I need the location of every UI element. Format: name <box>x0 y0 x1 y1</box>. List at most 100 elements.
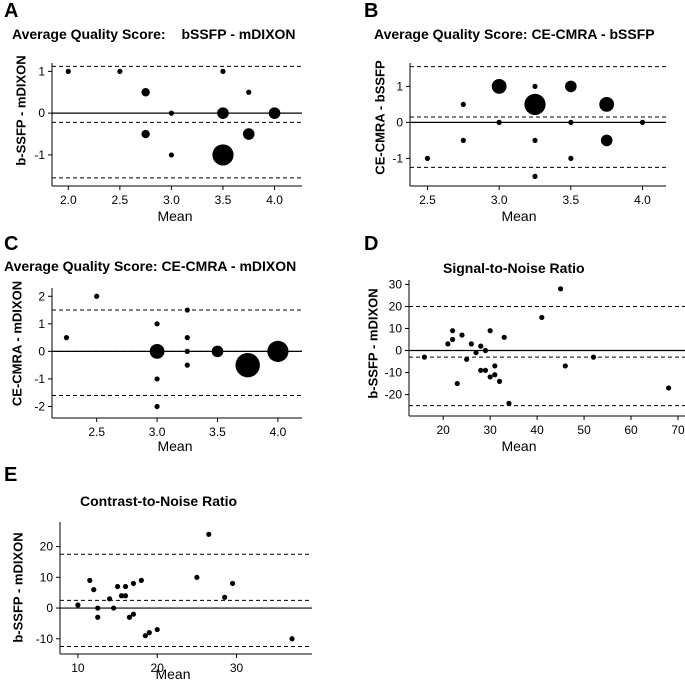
data-point <box>95 605 101 611</box>
x-tick-label: 3.5 <box>209 425 226 439</box>
x-tick-label: 3.0 <box>163 193 180 207</box>
chart-title-main: Average Quality Score: <box>12 26 166 42</box>
data-point <box>168 110 175 116</box>
data-point <box>464 356 470 362</box>
data-point <box>599 97 615 112</box>
x-tick-label: 60 <box>624 423 638 437</box>
data-point <box>222 594 228 600</box>
x-tick-label: 4.0 <box>266 193 283 207</box>
x-axis-label: Mean <box>157 438 193 454</box>
plot-area: -1 0 1 2.5 3.0 3.5 4.0 <box>392 63 666 207</box>
data-point <box>478 343 484 349</box>
data-point <box>65 68 71 74</box>
data-point <box>184 348 190 354</box>
y-tick-label: 0 <box>38 344 45 358</box>
data-point <box>246 89 252 95</box>
chart-title-main: Average Quality Score: <box>374 26 528 42</box>
data-point <box>229 580 236 587</box>
y-tick-label: 30 <box>389 277 403 291</box>
data-point <box>468 341 474 347</box>
data-point <box>496 119 502 125</box>
x-tick-label: 4.0 <box>270 425 287 439</box>
data-point <box>117 68 123 74</box>
data-point <box>487 328 493 334</box>
panel-b: B Average Quality Score: CE-CMRA - bSSFP… <box>342 0 685 230</box>
panel-label: E <box>4 464 18 486</box>
data-point <box>212 144 234 166</box>
x-tick-label: 20 <box>151 661 165 675</box>
data-point <box>184 307 190 313</box>
y-tick-label: 1 <box>38 317 45 331</box>
data-point <box>91 587 97 593</box>
x-tick-label: 3.0 <box>149 425 166 439</box>
chart-title-sub: CE-CMRA - bSSFP <box>531 26 655 42</box>
data-point <box>154 403 160 410</box>
data-point <box>454 380 460 387</box>
x-tick-label: 10 <box>71 661 85 675</box>
data-point <box>449 336 456 343</box>
x-tick-label: 40 <box>530 423 544 437</box>
y-tick-label: -1 <box>392 151 403 165</box>
data-point <box>460 101 466 107</box>
data-point <box>267 340 289 362</box>
y-tick-label: 1 <box>396 79 403 93</box>
y-tick-label: -1 <box>34 372 45 386</box>
data-point <box>421 354 427 360</box>
panel-d: D Signal-to-Noise Ratio b-SSFP - mDIXON … <box>342 230 685 460</box>
data-point <box>168 152 175 158</box>
data-point <box>114 583 121 590</box>
data-point <box>122 593 129 599</box>
x-tick-label: 4.0 <box>634 193 651 207</box>
data-point <box>492 372 498 378</box>
x-axis-label: Mean <box>157 208 193 224</box>
chart-title: Contrast-to-Noise Ratio <box>80 493 238 509</box>
data-point <box>142 633 148 639</box>
plot-area: -1 0 1 2.0 2.5 3.0 3.5 4.0 <box>34 63 302 207</box>
data-point <box>206 531 212 537</box>
data-point <box>141 88 150 97</box>
data-point <box>532 173 538 179</box>
data-point <box>242 128 255 140</box>
y-tick-label: 0 <box>395 344 402 358</box>
x-tick-label: 2.5 <box>419 193 436 207</box>
x-axis-label: Mean <box>501 208 537 224</box>
y-tick-label: 1 <box>38 64 45 78</box>
data-point <box>149 343 165 359</box>
y-tick-label: -2 <box>34 399 45 413</box>
y-tick-label: -20 <box>385 388 403 402</box>
data-point <box>184 362 190 368</box>
data-point <box>501 334 507 340</box>
x-tick-label: 30 <box>230 661 244 675</box>
chart-title: Average Quality Score: CE-CMRA - bSSFP <box>374 26 655 42</box>
data-point <box>506 400 512 406</box>
y-tick-label: 0 <box>396 115 403 129</box>
chart-title: Average Quality Score: bSSFP - mDIXON <box>12 26 296 42</box>
data-point <box>87 577 93 583</box>
data-point <box>639 119 646 125</box>
data-point <box>141 129 150 139</box>
x-tick-label: 3.5 <box>215 193 232 207</box>
data-point <box>146 630 152 636</box>
data-point <box>491 79 507 94</box>
data-point <box>524 93 546 115</box>
chart-title: Signal-to-Noise Ratio <box>443 260 585 276</box>
data-point <box>138 577 144 583</box>
data-point <box>154 626 160 633</box>
y-tick-label: 10 <box>389 321 403 335</box>
x-tick-label: 3.0 <box>491 193 508 207</box>
data-point <box>532 137 538 143</box>
panel-label: B <box>364 0 379 22</box>
data-point <box>459 332 465 338</box>
data-point <box>565 80 577 93</box>
data-point <box>211 345 224 358</box>
y-tick-label: 2 <box>38 289 45 303</box>
data-point <box>130 580 137 587</box>
data-point <box>75 602 81 608</box>
y-tick-label: -10 <box>385 366 403 380</box>
data-point <box>94 293 100 299</box>
data-point <box>154 321 160 327</box>
x-tick-label: 70 <box>671 423 685 437</box>
data-point <box>568 119 574 125</box>
data-point <box>539 314 545 321</box>
data-point <box>220 68 226 74</box>
